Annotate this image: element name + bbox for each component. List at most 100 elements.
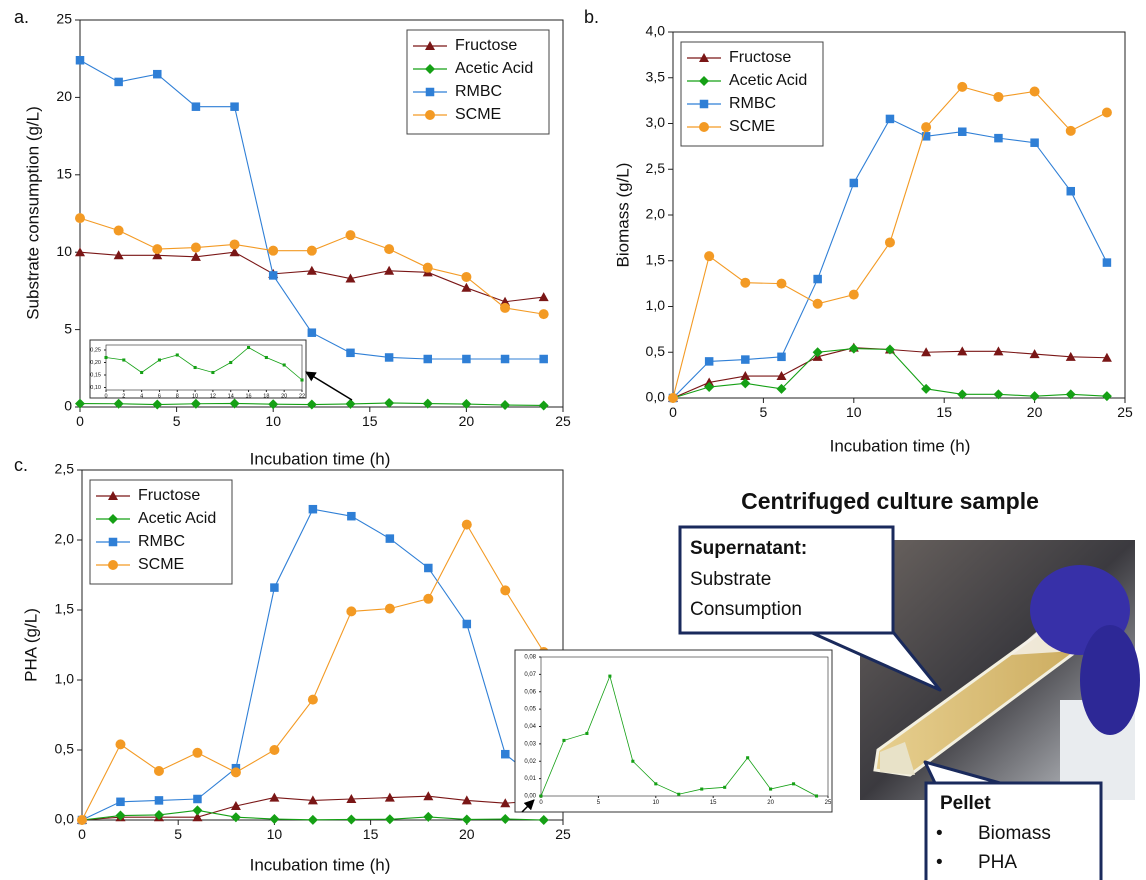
point [345,230,355,240]
point [608,675,611,678]
point [777,353,786,362]
point [462,355,471,364]
point [1030,391,1040,401]
point [191,243,201,253]
y-tick-label: 0,20 [90,360,101,366]
point [424,564,433,573]
y-tick-label: 0,04 [524,724,536,730]
point [269,793,279,802]
glove [1080,625,1140,735]
chart: 0,00,51,01,52,02,53,03,54,00510152025b.I… [584,7,1133,456]
point [307,400,317,410]
point [77,815,87,825]
point [539,309,549,319]
point [769,788,772,791]
x-tick-label: 4 [140,394,143,400]
y-tick-label: 1,0 [646,297,666,313]
point [849,290,859,300]
point [104,356,107,359]
point [230,102,239,111]
point [116,798,125,807]
point [461,272,471,282]
point [813,299,823,309]
point [153,70,162,79]
legend-label: Acetic Acid [729,72,807,89]
point [850,179,859,188]
x-tick-label: 15 [362,413,378,429]
panel-label: c. [14,455,28,475]
point [108,560,118,570]
callout-heading: Pellet [940,793,991,814]
y-axis-label: Substrate consumption (g/L) [23,106,42,320]
x-tick-label: 22 [299,394,305,400]
point [114,226,124,236]
legend-label: RMBC [138,533,185,550]
point [699,122,709,132]
point [631,760,634,763]
y-tick-label: 0,5 [55,741,75,757]
point [308,328,317,337]
point [114,78,123,87]
point [270,583,279,592]
x-tick-label: 25 [555,413,571,429]
inset-frame [515,650,832,812]
y-tick-label: 0,07 [524,672,536,678]
y-tick-label: 0,15 [90,372,101,378]
point [192,102,201,111]
y-tick-label: 2,0 [646,206,666,222]
point [385,353,394,362]
x-tick-label: 0 [76,413,84,429]
legend-label: Fructose [455,37,517,54]
x-tick-label: 5 [173,413,181,429]
point [152,400,162,410]
point [424,355,433,364]
point [308,695,318,705]
legend-label: RMBC [455,83,502,100]
point [849,344,859,354]
point [746,756,749,759]
y-tick-label: 0,00 [524,794,536,800]
y-tick-label: 0,0 [646,389,666,405]
point [562,739,565,742]
point [1066,126,1076,136]
point [539,355,548,364]
x-tick-label: 10 [267,826,283,842]
series-line [673,348,1107,398]
point [283,363,286,366]
point [1102,391,1112,401]
point [704,251,714,261]
point [462,520,472,530]
point [723,786,726,789]
point [463,620,472,629]
point [268,399,278,409]
y-tick-label: 4,0 [646,23,666,39]
y-tick-label: 25 [56,11,72,27]
y-tick-label: 1,5 [646,251,666,267]
point [815,794,818,797]
point [1030,138,1039,147]
series-line [673,349,1107,398]
point [346,814,356,824]
x-tick-label: 15 [710,800,717,806]
x-tick-label: 0 [78,826,86,842]
y-tick-label: 0 [64,398,72,414]
x-tick-label: 18 [263,394,269,400]
point [539,794,542,797]
point [385,814,395,824]
point [155,796,164,805]
y-tick-label: 0,08 [524,655,536,661]
point [307,246,317,256]
point [539,815,549,825]
series-line [80,252,544,302]
point [993,92,1003,102]
x-tick-label: 2 [122,394,125,400]
point [308,815,318,825]
point [115,739,125,749]
point [500,814,510,824]
figure: 05101520250510152025a.Incubation time (h… [0,0,1146,880]
point [994,134,1003,143]
x-tick-label: 20 [459,826,475,842]
point [346,349,355,358]
y-tick-label: 5 [64,320,72,336]
